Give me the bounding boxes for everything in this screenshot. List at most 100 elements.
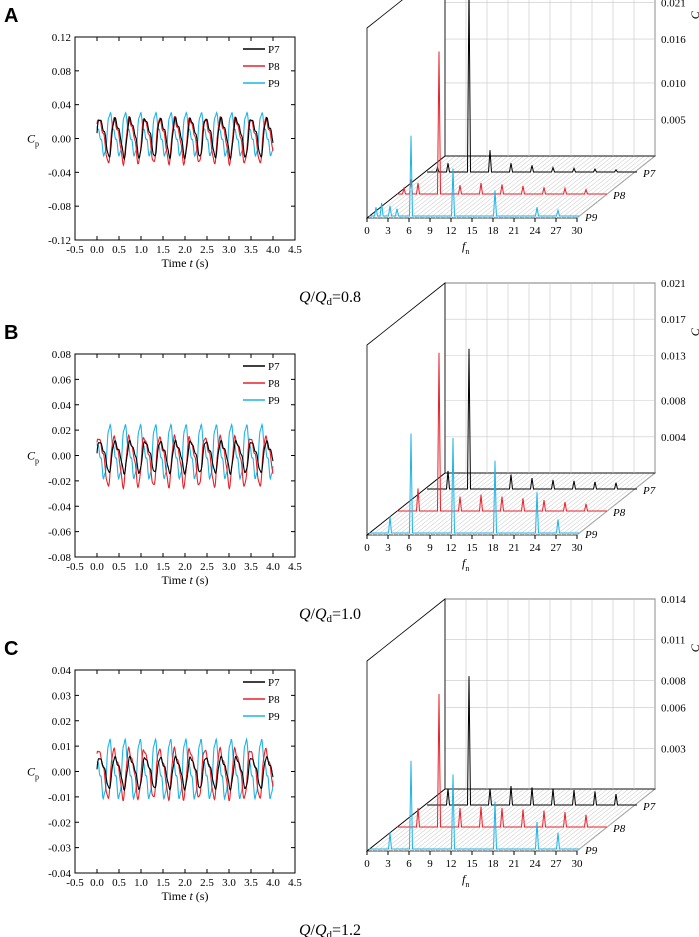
x-tick-label: 27 bbox=[551, 225, 563, 237]
x-axis-label: fn bbox=[462, 239, 469, 256]
spectrum-line-p7 bbox=[427, 0, 637, 173]
series-label-p7: P7 bbox=[642, 168, 656, 180]
series-line-p7 bbox=[96, 439, 274, 476]
time-series-chart-c: -0.04-0.03-0.02-0.010.000.010.020.030.04… bbox=[27, 665, 302, 903]
floor-hatch bbox=[534, 788, 614, 852]
floor-hatch bbox=[524, 788, 603, 852]
floor-hatch bbox=[561, 472, 640, 536]
floor-hatch bbox=[387, 788, 467, 852]
x-tick-label: 0.0 bbox=[90, 561, 104, 573]
x-tick-label: 2.0 bbox=[178, 877, 192, 889]
x-tick-label: 2.5 bbox=[200, 244, 214, 256]
floor-hatch bbox=[440, 472, 519, 536]
series-label-p8: P8 bbox=[612, 190, 626, 202]
floor-hatch bbox=[508, 155, 587, 219]
x-tick-label: 1.0 bbox=[134, 877, 148, 889]
floor-hatch bbox=[372, 472, 451, 536]
panel-letter: C bbox=[4, 638, 18, 660]
floor-hatch bbox=[387, 155, 467, 219]
floor-hatch bbox=[424, 788, 503, 852]
x-tick-label: 4.5 bbox=[288, 877, 302, 889]
floor-hatch bbox=[461, 472, 540, 536]
z-tick-label: 0.016 bbox=[661, 34, 686, 46]
y-tick-label: -0.02 bbox=[48, 476, 71, 488]
floor-hatch bbox=[519, 155, 598, 219]
flow-ratio-caption: Q/Qd=0.8 bbox=[299, 289, 361, 308]
legend-label-p8: P8 bbox=[268, 694, 280, 706]
floor-hatch bbox=[503, 788, 582, 852]
floor-hatch bbox=[414, 788, 493, 852]
floor-hatch bbox=[419, 155, 498, 219]
y-tick-label: 0.04 bbox=[52, 100, 72, 112]
legend-label-p7: P7 bbox=[268, 361, 280, 373]
flow-ratio-caption: Q/Qd=1.2 bbox=[299, 922, 361, 937]
floor-hatch bbox=[513, 155, 593, 219]
floor-hatch bbox=[450, 472, 530, 536]
floor-hatch bbox=[540, 155, 619, 219]
floor-hatch bbox=[487, 155, 566, 219]
floor-hatch bbox=[576, 472, 656, 536]
legend-label-p8: P8 bbox=[268, 61, 280, 73]
spectrum-line-p9 bbox=[369, 760, 579, 850]
floor-hatch bbox=[571, 788, 650, 852]
x-tick-label: 9 bbox=[427, 858, 433, 870]
z-tick-label: 0.011 bbox=[661, 635, 685, 647]
z-tick-label: 0.010 bbox=[661, 78, 686, 90]
floor-hatch bbox=[498, 788, 577, 852]
floor-hatch bbox=[461, 788, 540, 852]
x-axis-label: fn bbox=[462, 872, 469, 889]
time-series-chart-a: -0.12 -0.08 -0.04 0.00 0.04 0.08 0.12 -0.5 0.0 0.… bbox=[27, 32, 302, 270]
floor-hatch bbox=[508, 788, 587, 852]
floor-hatch bbox=[419, 788, 498, 852]
x-tick-label: 9 bbox=[427, 542, 433, 554]
floor-hatch bbox=[534, 155, 614, 219]
series-label-p9: P9 bbox=[584, 529, 598, 541]
spectrum-line-p8 bbox=[397, 352, 607, 512]
floor-hatch bbox=[403, 155, 482, 219]
floor-hatch bbox=[519, 472, 598, 536]
side-wall bbox=[366, 598, 446, 852]
floor-hatch bbox=[408, 155, 488, 219]
floor-hatch bbox=[513, 472, 593, 536]
series-label-p9: P9 bbox=[584, 845, 598, 857]
plot-frame bbox=[74, 36, 296, 241]
floor-hatch bbox=[529, 472, 608, 536]
floor-hatch bbox=[466, 788, 545, 852]
x-tick-label: 4.0 bbox=[266, 244, 280, 256]
y-tick-label: 0.00 bbox=[52, 451, 72, 463]
x-tick-label: 3.0 bbox=[222, 244, 236, 256]
x-tick-label: 27 bbox=[551, 542, 563, 554]
spectrum-line-p9 bbox=[369, 135, 579, 217]
z-axis-label: Cp bbox=[688, 7, 699, 19]
floor-hatch bbox=[550, 472, 629, 536]
x-tick-label: 2.0 bbox=[178, 561, 192, 573]
x-tick-label: 3 bbox=[385, 542, 391, 554]
floor-hatch bbox=[461, 155, 540, 219]
floor-hatch bbox=[487, 788, 566, 852]
series-line-p8 bbox=[96, 433, 274, 490]
spectrum-line-p9 bbox=[369, 433, 579, 534]
floor-hatch bbox=[508, 472, 587, 536]
x-tick-label: 0.5 bbox=[112, 561, 126, 573]
x-tick-label: 18 bbox=[488, 225, 500, 237]
y-tick-label: -0.01 bbox=[48, 792, 71, 804]
spectrum-line-p8 bbox=[397, 693, 607, 828]
floor-hatch bbox=[450, 155, 530, 219]
floor-hatch bbox=[576, 788, 656, 852]
floor-hatch bbox=[576, 155, 656, 219]
floor-hatch bbox=[524, 155, 603, 219]
y-axis-label: Cp bbox=[27, 449, 39, 466]
x-axis-label: Time t (s) bbox=[162, 256, 209, 270]
z-tick-label: 0.021 bbox=[661, 0, 686, 10]
floor-hatch bbox=[566, 472, 645, 536]
x-tick-label: 12 bbox=[446, 858, 457, 870]
floor-hatch bbox=[571, 472, 650, 536]
x-tick-label: 0 bbox=[364, 542, 370, 554]
x-tick-label: 4.5 bbox=[288, 244, 302, 256]
x-tick-label: 3.0 bbox=[222, 877, 236, 889]
x-tick-label: 4.0 bbox=[266, 561, 280, 573]
floor-hatch bbox=[445, 472, 524, 536]
x-tick-label: 15 bbox=[467, 225, 479, 237]
x-tick-label: 3.5 bbox=[244, 877, 258, 889]
